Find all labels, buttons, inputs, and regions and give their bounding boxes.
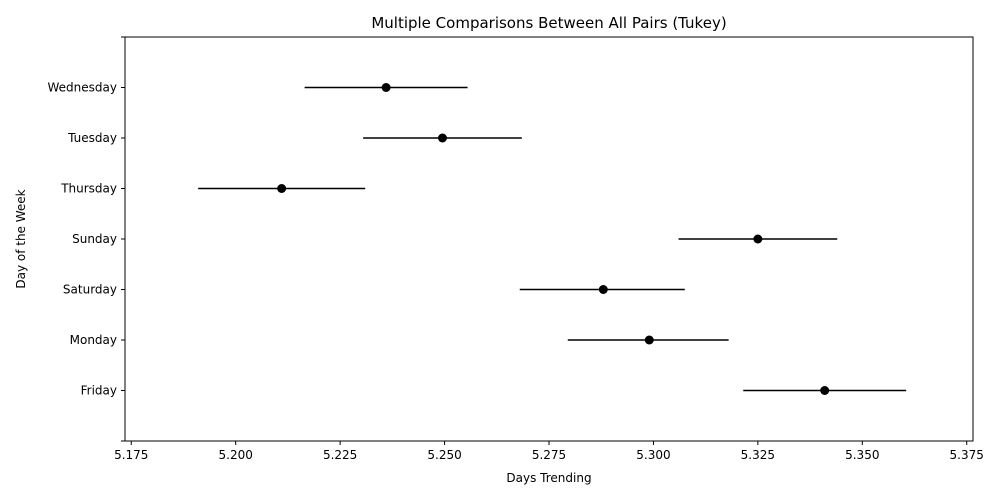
x-tick-label: 5.250 <box>427 448 461 462</box>
x-tick-label: 5.200 <box>219 448 253 462</box>
y-tick-label: Tuesday <box>67 131 117 145</box>
mean-point <box>598 285 608 294</box>
mean-point <box>820 386 830 395</box>
x-axis-label: Days Trending <box>506 471 591 485</box>
y-axis-label: Day of the Week <box>14 189 28 288</box>
y-tick-label: Monday <box>70 333 117 347</box>
x-tick-label: 5.300 <box>636 448 670 462</box>
mean-point <box>753 234 763 244</box>
x-tick-label: 5.225 <box>323 448 357 462</box>
y-tick-label: Thursday <box>60 182 117 196</box>
mean-point <box>437 133 447 143</box>
y-tick-label: Sunday <box>72 232 117 246</box>
plot-area: 5.175 5.200 5.225 5.250 5.275 5.300 5.325 5.350… <box>48 36 984 462</box>
mean-point <box>381 83 391 92</box>
x-tick-label: 5.275 <box>532 448 566 462</box>
x-tick-label: 5.350 <box>845 448 879 462</box>
x-tick-label: 5.325 <box>741 448 775 462</box>
x-tick-label: 5.375 <box>950 448 984 462</box>
mean-point <box>277 184 287 193</box>
y-tick-label: Saturday <box>63 283 117 297</box>
plot-frame <box>124 36 974 442</box>
mean-point <box>644 335 654 345</box>
chart-title: Multiple Comparisons Between All Pairs (… <box>371 14 726 32</box>
y-tick-label: Wednesday <box>48 81 117 95</box>
x-tick-label: 5.175 <box>114 448 148 462</box>
y-tick-label: Friday <box>81 384 117 398</box>
